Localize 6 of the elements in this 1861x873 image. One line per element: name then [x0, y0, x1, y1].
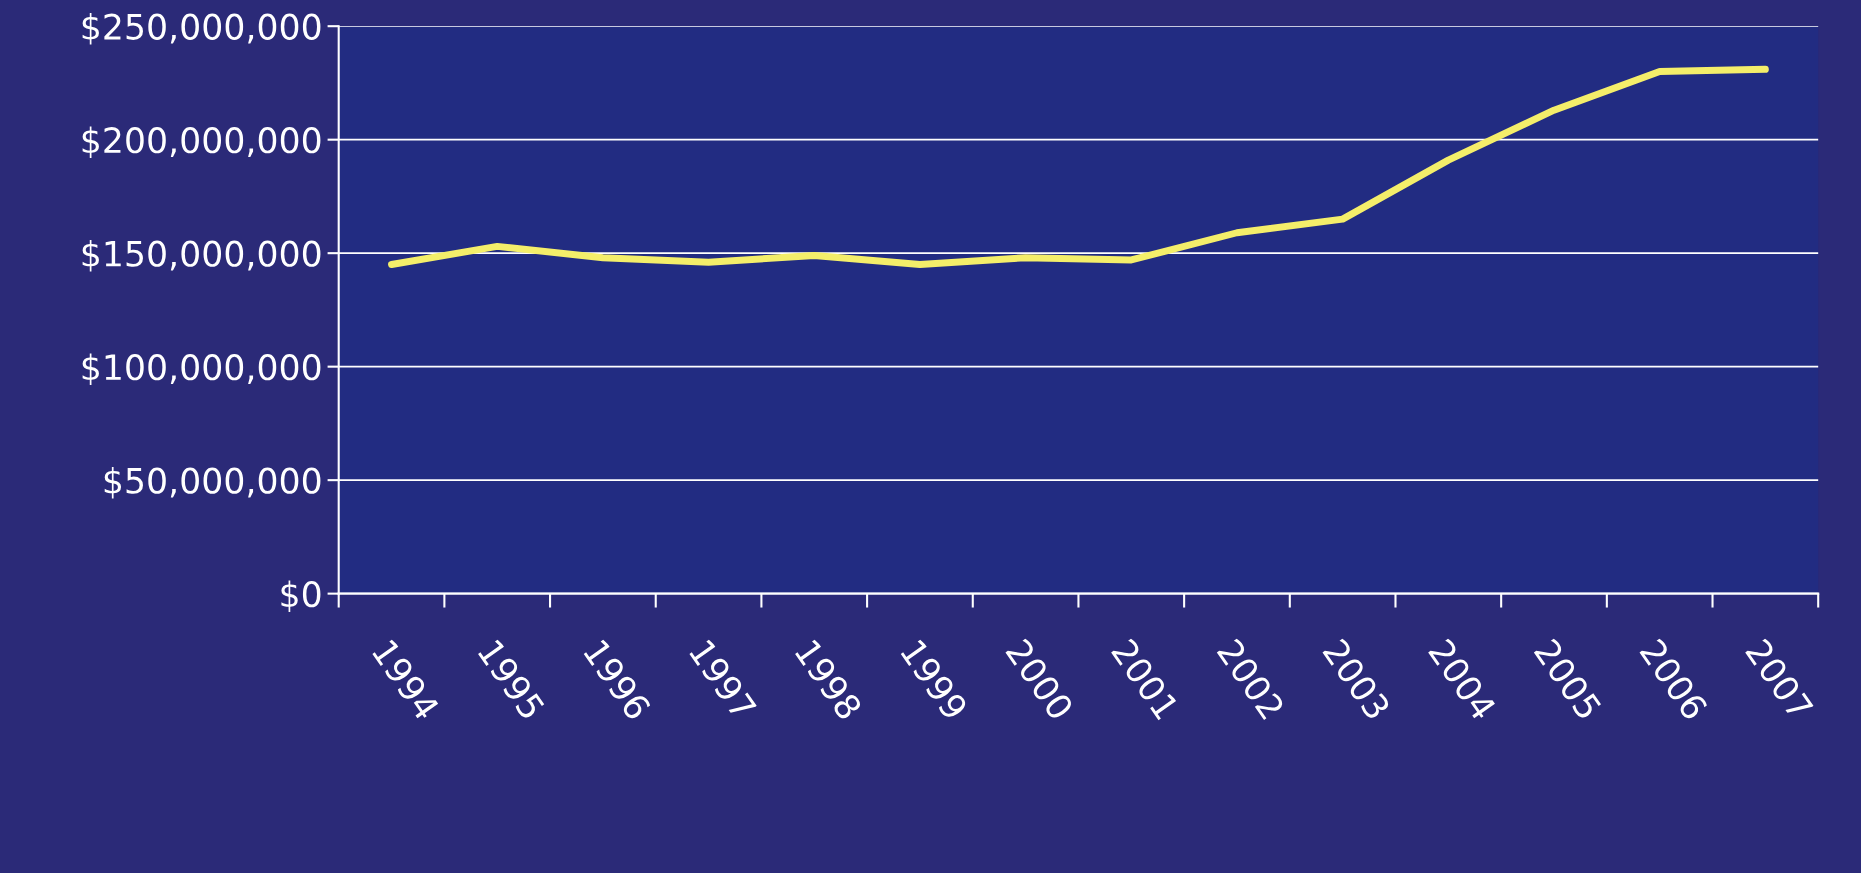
- y-tick-label: $200,000,000: [82, 126, 321, 158]
- y-tick-label: $150,000,000: [82, 239, 321, 272]
- y-tick-label: $0: [281, 580, 321, 612]
- y-tick-label: $100,000,000: [82, 353, 321, 385]
- y-tick-label: $250,000,000: [82, 13, 321, 45]
- y-tick-label: $50,000,000: [104, 466, 321, 499]
